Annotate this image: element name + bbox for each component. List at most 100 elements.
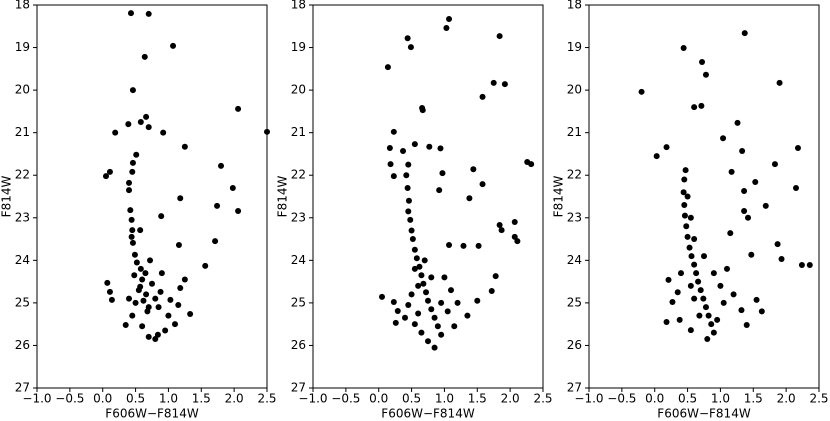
y-tick-label: 23: [567, 210, 582, 224]
point: [688, 253, 695, 260]
point: [133, 151, 140, 158]
point: [682, 167, 689, 174]
x-tick-label: 0.0: [369, 392, 388, 406]
point: [684, 233, 691, 240]
y-tick-label: 21: [15, 125, 30, 139]
point: [411, 265, 418, 272]
y-tick-label: 18: [15, 0, 30, 12]
point: [479, 93, 486, 100]
point: [421, 257, 428, 264]
point: [155, 304, 162, 311]
point: [394, 307, 401, 314]
point: [405, 197, 412, 204]
plot-frame: [36, 4, 268, 389]
x-axis-label: F606W−F814W: [105, 407, 199, 421]
point: [403, 172, 410, 179]
point: [501, 81, 508, 88]
point: [425, 338, 431, 345]
x-tick-label: −1.0: [22, 392, 51, 406]
point: [129, 239, 136, 246]
y-tick-label: 25: [291, 295, 306, 309]
point: [479, 181, 486, 188]
point: [137, 119, 144, 126]
point: [264, 128, 270, 135]
point: [778, 256, 785, 263]
point: [691, 295, 698, 302]
point: [451, 323, 458, 330]
point: [405, 208, 412, 215]
point: [511, 219, 518, 226]
point: [214, 202, 221, 209]
point: [748, 251, 755, 258]
point: [167, 296, 174, 303]
point: [444, 308, 451, 315]
y-tick-label: 24: [291, 253, 306, 267]
point: [762, 202, 769, 209]
point: [154, 331, 161, 338]
x-tick-label: 0.5: [678, 392, 697, 406]
point: [741, 30, 748, 37]
point: [140, 297, 147, 304]
point: [681, 176, 688, 183]
point: [687, 327, 694, 334]
point: [720, 135, 727, 142]
point: [158, 270, 165, 277]
point: [413, 255, 420, 262]
x-axis-label: F606W−F814W: [381, 407, 475, 421]
point: [446, 242, 453, 249]
point: [771, 161, 778, 168]
point: [175, 242, 182, 249]
point: [676, 316, 683, 323]
point: [438, 331, 445, 338]
plot-frame: [312, 4, 544, 389]
x-tick-label: 1.5: [468, 392, 487, 406]
point: [448, 287, 454, 294]
point: [704, 336, 711, 343]
y-tick-label: 22: [15, 168, 30, 182]
y-axis-label: F814W: [276, 176, 290, 218]
point: [743, 322, 750, 329]
point: [728, 168, 735, 175]
point: [127, 207, 134, 214]
points: [379, 16, 535, 351]
point: [139, 323, 146, 330]
point: [218, 162, 224, 169]
y-tick-label: 20: [291, 83, 306, 97]
panel: 18 19 20 21 22 23 24 25 26 27−1.0 −0.5 0.0 0.5 1.0 1.5…: [276, 0, 553, 421]
point: [720, 299, 727, 306]
point: [653, 153, 660, 160]
x-tick-label: −1.0: [298, 392, 327, 406]
point: [683, 223, 690, 230]
point: [147, 257, 154, 264]
point: [418, 272, 425, 279]
point: [132, 299, 139, 306]
point: [384, 64, 391, 71]
point: [415, 282, 422, 289]
y-axis-label: F814W: [0, 176, 14, 218]
point: [133, 259, 140, 266]
point: [774, 241, 781, 248]
point: [691, 104, 698, 111]
point: [160, 129, 167, 136]
x-tick-label: 1.5: [192, 392, 211, 406]
point: [181, 143, 188, 150]
point: [129, 159, 136, 166]
point: [691, 261, 698, 268]
y-tick-label: 19: [291, 40, 306, 54]
point: [701, 253, 707, 260]
point: [446, 16, 453, 23]
x-tick-label: 2.0: [501, 392, 520, 406]
point: [404, 35, 411, 42]
y-tick-label: 22: [567, 168, 582, 182]
point: [181, 276, 188, 283]
point: [187, 310, 194, 317]
point: [407, 216, 414, 223]
point: [696, 312, 703, 319]
x-tick-label: −0.5: [331, 392, 360, 406]
point: [437, 145, 444, 152]
point: [492, 273, 499, 280]
point: [419, 107, 426, 114]
point: [474, 297, 481, 304]
y-tick-label: 20: [15, 83, 30, 97]
point: [408, 227, 415, 234]
